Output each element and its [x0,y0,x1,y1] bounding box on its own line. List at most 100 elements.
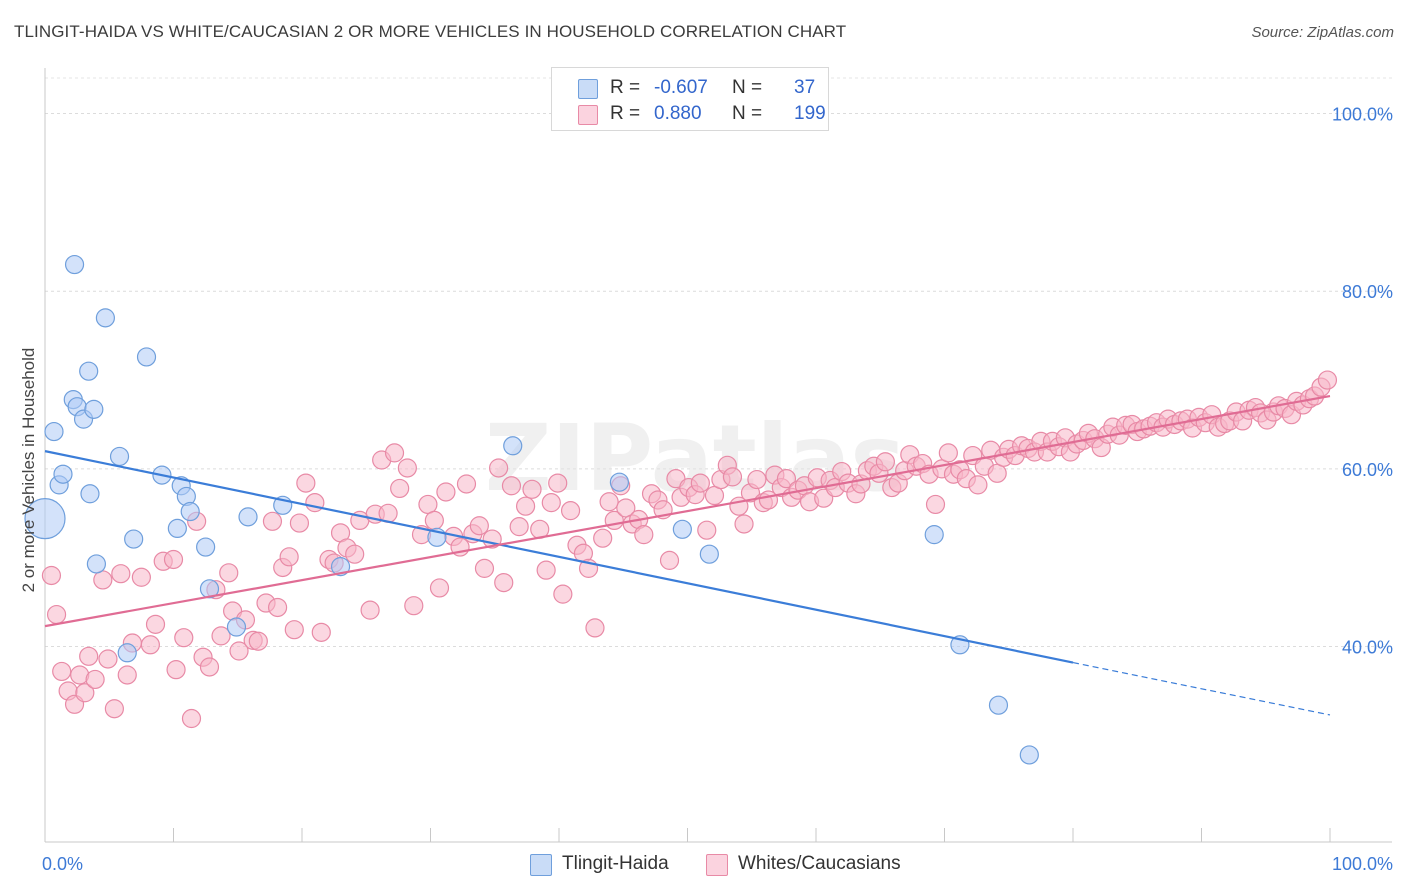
whites-point [987,463,1007,483]
legend-r-value: -0.607 [654,77,708,98]
whites-point [41,565,62,586]
tlingit-haida-trend-line [44,450,1074,664]
whites-point [181,708,202,729]
trend-lines [44,394,1331,716]
tlingit-haida-point [95,308,115,328]
whites-point [267,597,288,618]
whites-point [145,614,166,634]
whites-point [599,492,619,512]
tlingit-haida-point [167,518,187,539]
whites-point [509,517,529,537]
whites-point [296,473,316,493]
whites-point [140,635,160,655]
tlingit-haida-point [330,557,351,577]
tick-labels: 40.0% 60.0% 80.0% 100.0% 0.0% 100.0% [42,105,1393,874]
whites-point [659,550,680,570]
whites-point [418,494,438,515]
whites-point [131,567,151,587]
tlingit-haida-point [44,421,64,442]
whites-point [163,549,184,570]
tlingit-haida-trend-extension [1072,661,1331,716]
tlingit-haida-point [24,498,66,540]
chart-title: TLINGIT-HAIDA VS WHITE/CAUCASIAN 2 OR MO… [14,22,847,41]
legend-n-value: 37 [794,77,816,98]
whites-point [501,476,522,496]
whites-point [98,649,118,669]
tlingit-haida-point [136,347,157,367]
whites-point [553,584,573,604]
whites-point [211,626,231,646]
whites-point [93,570,113,590]
legend-r-label: R = [610,77,641,98]
whites-point [474,558,495,578]
whites-point [248,631,268,651]
whites-point [284,620,304,640]
chart-source: Source: ZipAtlas.com [1251,24,1394,41]
tlingit-haida-point [1019,745,1039,765]
y-tick-label: 100.0% [1332,105,1393,125]
whites-point [85,669,105,690]
whites-point [174,628,194,648]
whites-point [697,520,717,540]
tlingit-haida-point [238,507,258,527]
tlingit-haida-point [180,501,200,522]
whites-point [390,478,410,499]
whites-point [166,660,186,680]
whites-point [593,528,613,548]
grid-lines [45,77,1392,648]
whites-point [548,473,568,493]
tlingit-haida-point [226,617,247,637]
tlingit-haida-point [199,579,220,599]
legend-r-value: 0.880 [654,103,702,124]
whites-point [776,469,797,489]
whites-point [704,485,725,506]
whites-point [747,469,767,490]
tlingit-haida-point [609,472,629,492]
whites-point [522,479,542,499]
legend-n-value: 199 [794,103,826,124]
whites-point [541,493,561,513]
whites-point [734,514,754,534]
tlingit-haida-point [84,399,104,419]
y-tick-label: 40.0% [1342,638,1393,658]
axes [44,68,1392,843]
x-tick-label: 0.0% [42,854,83,874]
y-tick-label: 60.0% [1342,460,1393,480]
whites-point [515,496,536,516]
tlingit-haida-point [988,695,1009,715]
tlingit-haida-point [79,361,99,381]
tlingit-haida-point [699,544,719,564]
whites-point [404,596,424,616]
y-tick-label: 80.0% [1342,282,1393,302]
whites-point [384,443,405,463]
x-tick-label: 100.0% [1332,854,1393,874]
tlingit-haida-point [80,484,100,504]
tlingit-haida-point [196,537,216,557]
bottom-legend-label: Whites/Caucasians [738,853,901,874]
legend-swatch-pink [578,105,598,125]
whites-point [925,494,946,515]
y-axis-label: 2 or more Vehicles in Household [19,348,38,593]
tlingit-haida-point [53,464,73,484]
whites-point [397,458,417,478]
whites-point [345,544,365,564]
bottom-legend-label: Tlingit-Haida [562,853,669,874]
whites-point [690,473,710,493]
whites-point [1317,370,1338,390]
whites-point [111,564,131,584]
whites-point [968,475,988,495]
whites-point [634,525,654,545]
whites-point [262,511,283,531]
whites-point [489,458,509,478]
whites-point [938,443,958,463]
tlingit-haida-point [124,529,144,549]
bottom-legend-swatch-blue [530,854,552,876]
whites-point [494,572,514,593]
whites-point [229,641,249,661]
tlingit-haida-point [64,254,85,275]
whites-point [536,560,556,580]
legend-n-label: N = [732,103,763,124]
whites-point [585,618,605,638]
whites-point [199,657,220,677]
